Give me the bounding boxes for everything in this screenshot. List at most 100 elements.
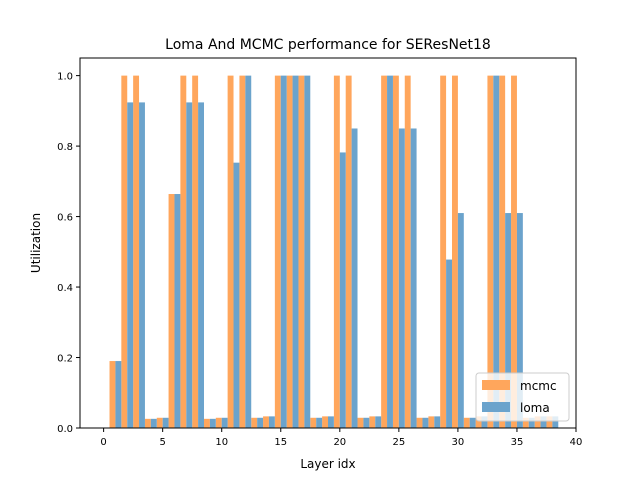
bar-loma-30: [457, 213, 464, 428]
bar-loma-23: [375, 416, 382, 428]
bar-mcmc-10: [215, 417, 222, 428]
bar-loma-28: [434, 416, 441, 428]
bar-loma-32: [481, 416, 488, 428]
bar-mcmc-33: [487, 75, 494, 429]
bar-mcmc-4: [144, 418, 151, 428]
legend-swatch-mcmc: [482, 380, 510, 390]
bar-mcmc-23: [369, 416, 376, 428]
bar-loma-36: [528, 417, 535, 428]
bar-loma-17: [304, 75, 311, 429]
x-tick-label: 0: [100, 437, 106, 448]
bar-mcmc-34: [499, 75, 506, 429]
bar-mcmc-12: [239, 75, 246, 429]
bar-mcmc-21: [345, 75, 352, 429]
bar-mcmc-19: [322, 416, 328, 428]
x-tick-label: 15: [274, 437, 287, 448]
bar-mcmc-11: [227, 75, 234, 429]
bar-mcmc-16: [286, 75, 293, 429]
bar-loma-14: [268, 416, 275, 428]
bar-mcmc-14: [263, 416, 269, 428]
bar-loma-21: [351, 128, 358, 429]
x-tick-label: 25: [392, 437, 405, 448]
bar-mcmc-25: [392, 75, 399, 429]
bar-mcmc-3: [133, 75, 140, 429]
legend-label-mcmc: mcmc: [520, 379, 557, 393]
y-tick-label: 0.4: [57, 283, 73, 294]
bar-loma-33: [493, 75, 500, 429]
y-tick-label: 0.2: [57, 354, 73, 365]
bar-mcmc-28: [428, 416, 435, 428]
bar-loma-31: [469, 417, 476, 428]
ticks-layer: 0 5 10 15 20 25 30 35 40 0.0 0.2 0.4 0.6 0.8 1.0: [57, 72, 582, 448]
bar-loma-15: [280, 75, 287, 429]
x-axis-label: Layer idx: [300, 457, 355, 471]
bar-loma-4: [150, 418, 157, 428]
bar-mcmc-9: [204, 418, 210, 428]
bar-loma-6: [174, 194, 181, 428]
bar-mcmc-2: [121, 75, 128, 429]
bar-mcmc-22: [357, 417, 364, 428]
bar-loma-19: [328, 416, 334, 428]
bar-loma-22: [363, 417, 370, 428]
bar-mcmc-17: [298, 75, 305, 429]
bar-loma-11: [233, 162, 240, 428]
bar-loma-8: [198, 102, 204, 429]
legend-swatch-loma: [482, 402, 510, 412]
bar-mcmc-31: [463, 417, 470, 428]
bar-mcmc-18: [310, 417, 317, 428]
legend-label-loma: loma: [520, 401, 550, 415]
bar-mcmc-38: [546, 416, 553, 428]
y-tick-label: 0.6: [57, 213, 73, 224]
bar-loma-5: [162, 417, 169, 428]
bar-loma-38: [552, 416, 559, 428]
bar-loma-24: [387, 75, 393, 429]
bar-mcmc-6: [168, 194, 175, 428]
bar-mcmc-1: [109, 361, 116, 428]
bar-mcmc-24: [381, 75, 388, 429]
bar-loma-27: [422, 417, 429, 428]
bar-loma-35: [516, 213, 523, 428]
y-tick-label: 1.0: [57, 72, 73, 83]
bar-mcmc-29: [440, 75, 447, 429]
bar-loma-1: [115, 361, 122, 428]
bar-loma-12: [245, 75, 252, 429]
bar-mcmc-13: [251, 417, 258, 428]
bar-mcmc-32: [475, 416, 482, 428]
bar-mcmc-30: [452, 75, 458, 429]
x-tick-label: 5: [159, 437, 165, 448]
x-tick-label: 35: [511, 437, 524, 448]
bar-loma-10: [221, 417, 228, 428]
bar-loma-26: [410, 128, 417, 429]
bar-mcmc-35: [511, 75, 517, 429]
legend: mcmc loma: [475, 372, 570, 422]
bar-loma-16: [292, 75, 299, 429]
bar-loma-29: [446, 259, 452, 428]
bar-loma-2: [127, 102, 134, 429]
bar-loma-18: [316, 417, 323, 428]
bar-loma-25: [398, 128, 405, 429]
bar-loma-20: [339, 152, 346, 428]
bar-loma-34: [505, 213, 512, 428]
bar-mcmc-26: [404, 75, 411, 429]
chart-title: Loma And MCMC performance for SEResNet18: [165, 37, 491, 53]
bar-loma-3: [139, 102, 145, 429]
bar-mcmc-15: [274, 75, 281, 429]
x-tick-label: 10: [215, 437, 228, 448]
y-tick-label: 0.0: [57, 424, 73, 435]
plot-frame: [79, 57, 577, 429]
bar-mcmc-20: [333, 75, 340, 429]
bar-mcmc-27: [416, 417, 423, 428]
bar-loma-37: [540, 416, 547, 428]
bar-mcmc-37: [534, 416, 541, 428]
bar-loma-13: [257, 417, 264, 428]
y-tick-label: 0.8: [57, 142, 73, 153]
bars-layer: [109, 75, 559, 429]
x-tick-label: 30: [452, 437, 465, 448]
x-tick-label: 20: [333, 437, 346, 448]
bar-loma-9: [209, 418, 216, 428]
bar-mcmc-36: [522, 417, 529, 428]
x-tick-label: 40: [570, 437, 583, 448]
bar-loma-7: [186, 102, 193, 429]
